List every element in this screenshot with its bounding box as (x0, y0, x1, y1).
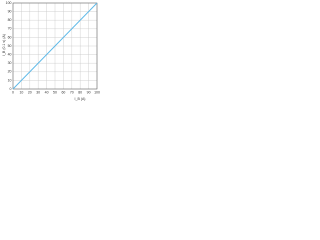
y-tick-label: 20 (8, 70, 12, 74)
y-tick-label: 50 (8, 44, 12, 48)
y-tick-label: 70 (8, 27, 12, 31)
data-line (12, 2, 98, 90)
x-tick-label: 90 (87, 90, 91, 94)
x-tick-label: 0 (12, 90, 14, 94)
y-tick-label: 30 (8, 61, 12, 65)
x-tick-label: 20 (28, 90, 32, 94)
y-tick-label: 10 (8, 78, 12, 82)
x-axis-title: I_B (A) (75, 97, 86, 101)
y-tick-label: 40 (8, 53, 12, 57)
y-tick-label: 80 (8, 18, 12, 22)
y-tick-label: 100 (6, 1, 12, 5)
page: {"chart_data": {"type": "line", "x_label… (0, 0, 100, 103)
y-tick-label: 0 (10, 87, 12, 91)
x-tick-label: 100 (94, 90, 100, 94)
plot-frame (12, 2, 98, 90)
x-tick-label: 60 (61, 90, 65, 94)
x-tick-label: 30 (36, 90, 40, 94)
x-tick-label: 80 (78, 90, 82, 94)
y-axis-title: I_B (0.1 s) (A) (2, 34, 6, 56)
y-tick-label: 90 (8, 10, 12, 14)
chart: I_B (0.1 s) (A) I_B (A) 0 10 20 30 40 50 60 70 8… (2, 1, 100, 101)
y-tick-label: 60 (8, 35, 12, 39)
x-tick-label: 70 (70, 90, 74, 94)
x-tick-label: 10 (19, 90, 23, 94)
x-tick-label: 40 (45, 90, 49, 94)
x-tick-label: 50 (53, 90, 57, 94)
